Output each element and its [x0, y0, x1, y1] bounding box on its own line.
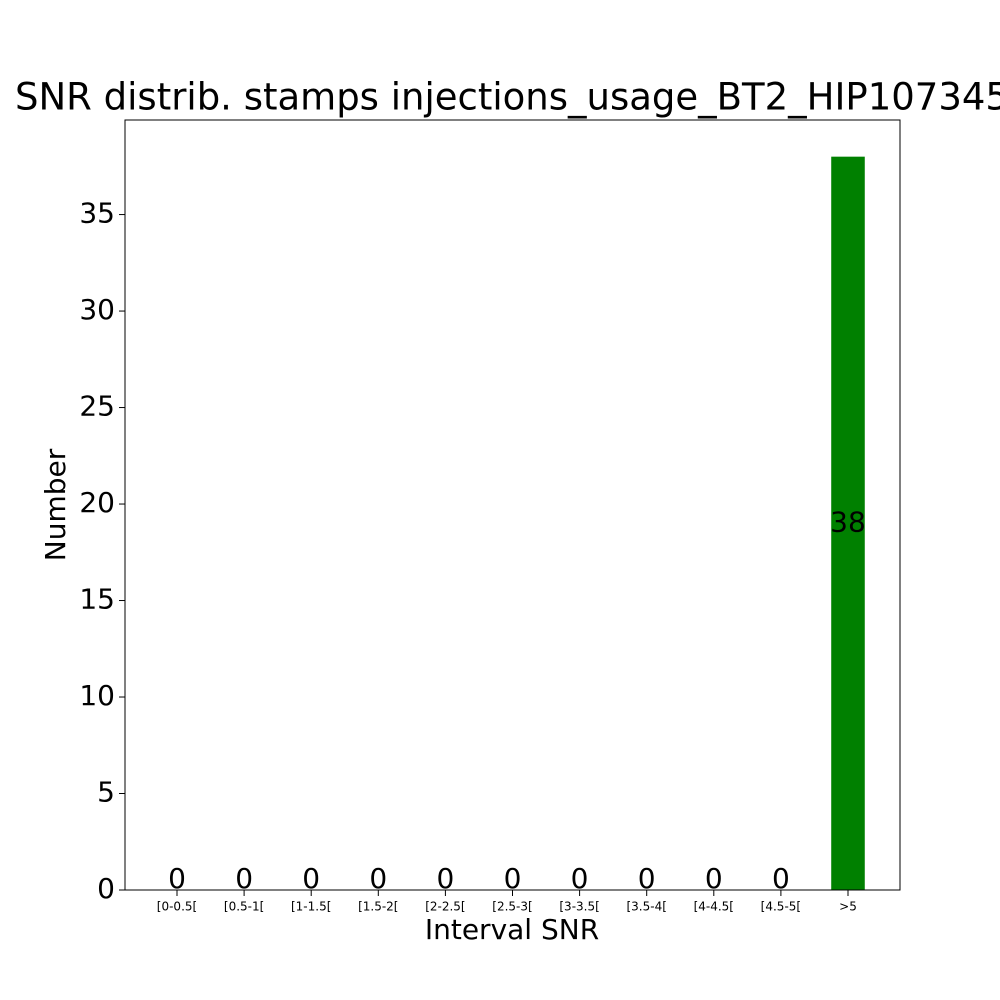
y-tick-label: 20: [79, 486, 115, 519]
x-axis-label: Interval SNR: [425, 913, 599, 946]
value-label: 0: [772, 862, 790, 895]
y-tick-label: 25: [79, 390, 115, 423]
x-tick-label: [1.5-2[: [358, 900, 398, 914]
x-tick-label: [1-1.5[: [291, 900, 331, 914]
y-axis-label: Number: [39, 448, 72, 561]
plot-frame: [124, 119, 901, 891]
x-tick-label: [0.5-1[: [224, 900, 264, 914]
value-label: 0: [705, 862, 723, 895]
value-label: 0: [302, 862, 320, 895]
bar: [831, 156, 865, 890]
y-tick-label: 30: [79, 293, 115, 326]
y-tick-label: 5: [97, 776, 115, 809]
x-tick-label: [0-0.5[: [157, 900, 197, 914]
x-tick-label: >5: [839, 900, 857, 914]
x-tick-label: [3-3.5[: [559, 900, 599, 914]
y-tick-label: 15: [79, 583, 115, 616]
x-tick-label: [2-2.5[: [425, 900, 465, 914]
value-label: 0: [638, 862, 656, 895]
value-label: 0: [235, 862, 253, 895]
value-label: 0: [571, 862, 589, 895]
x-tick-label: [4.5-5[: [761, 900, 801, 914]
y-tick-label: 10: [79, 679, 115, 712]
x-tick-label: [2.5-3[: [492, 900, 532, 914]
chart-title: SNR distrib. stamps injections_usage_BT2…: [15, 76, 1000, 119]
value-label: 0: [168, 862, 186, 895]
y-tick-label: 0: [97, 872, 115, 905]
value-label: 0: [369, 862, 387, 895]
value-label: 38: [830, 505, 866, 538]
value-label: 0: [436, 862, 454, 895]
value-label: 0: [504, 862, 522, 895]
x-tick-label: [3.5-4[: [626, 900, 666, 914]
y-tick-label: 35: [79, 197, 115, 230]
x-tick-label: [4-4.5[: [694, 900, 734, 914]
